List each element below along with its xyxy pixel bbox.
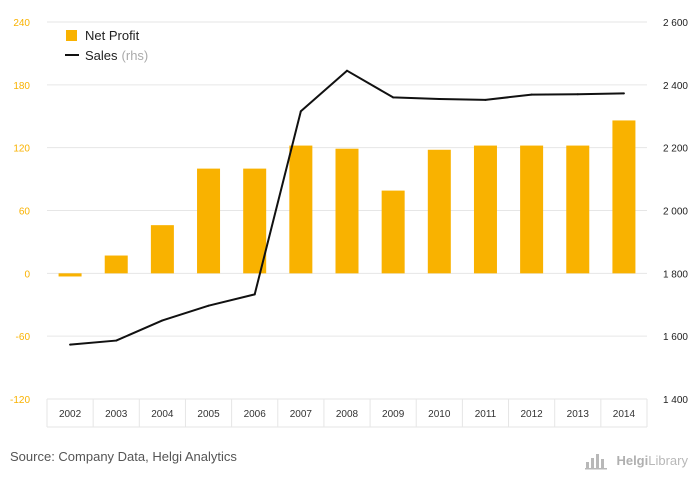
right-axis-tick-label: 2 400: [663, 81, 688, 92]
sales-point-2004: [161, 319, 164, 322]
bar-net-profit-2005: [197, 168, 221, 274]
right-axis-ticks: 1 400 1 600 1 800 2 000 2 200 2 400 2 600: [663, 18, 688, 406]
x-axis-tick-label: 2014: [613, 409, 636, 420]
left-axis-tick-label: -60: [16, 332, 31, 343]
sales-point-2010: [438, 97, 441, 100]
x-axis-tick-label: 2013: [567, 409, 590, 420]
legend-label-sales-name: Sales: [85, 48, 118, 63]
left-axis-ticks: -120 -60 0 60 120 180 240: [10, 18, 30, 406]
bar-net-profit-2011: [473, 145, 497, 274]
right-axis-tick-label: 2 200: [663, 144, 688, 155]
x-axis-tick-label: 2010: [428, 409, 451, 420]
sales-line-group: [69, 69, 625, 346]
bar-net-profit-2008: [335, 148, 359, 274]
right-axis-tick-label: 1 400: [663, 395, 688, 406]
right-axis-tick-label: 2 000: [663, 207, 688, 218]
legend-label-net-profit: Net Profit: [85, 28, 140, 43]
helgi-library-logo: HelgiLibrary: [584, 449, 688, 471]
sales-point-2006: [253, 293, 256, 296]
sales-point-2005: [207, 304, 210, 307]
sales-point-2002: [69, 343, 72, 346]
sales-point-2003: [115, 339, 118, 342]
legend-label-sales: Sales (rhs): [85, 48, 148, 63]
sales-point-2007: [299, 110, 302, 113]
helgi-library-logo-icon: [585, 454, 608, 470]
x-axis-cells: [46, 399, 648, 428]
right-axis-tick-label: 1 800: [663, 269, 688, 280]
left-axis-tick-label: 240: [13, 18, 30, 29]
right-axis-tick-label: 2 600: [663, 18, 688, 29]
bar-net-profit-2004: [150, 225, 174, 274]
bar-net-profit-2010: [427, 149, 451, 274]
sales-point-2009: [392, 96, 395, 99]
left-axis-tick-label: 180: [13, 81, 30, 92]
bar-net-profit-2003: [104, 255, 128, 274]
bar-net-profit-2013: [566, 145, 590, 274]
x-axis-tick-label: 2012: [520, 409, 543, 420]
x-axis-tick-label: 2004: [151, 409, 174, 420]
bar-net-profit-2007: [289, 145, 313, 274]
left-axis-tick-label: -120: [10, 395, 30, 406]
bar-net-profit-2002: [58, 273, 82, 277]
x-axis-ticks: 2002 2003 2004 2005 2006 2007 2008 2009 2010 2011…: [59, 409, 636, 420]
x-axis-tick-label: 2005: [197, 409, 220, 420]
bar-net-profit-2006: [243, 168, 267, 274]
brand-bold-text: Helgi: [616, 452, 649, 468]
x-axis-tick-label: 2003: [105, 409, 128, 420]
source-note: Source: Company Data, Helgi Analytics: [10, 449, 237, 464]
bar-net-profit-2009: [381, 190, 405, 274]
net-profit-bars: [58, 120, 636, 277]
x-axis-tick-label: 2009: [382, 409, 405, 420]
legend-label-sales-suffix: (rhs): [122, 48, 149, 63]
x-axis-tick-label: 2008: [336, 409, 359, 420]
x-axis-tick-label: 2007: [290, 409, 313, 420]
sales-point-2012: [530, 93, 533, 96]
bar-net-profit-2012: [520, 145, 544, 274]
brand-thin-text: Library: [648, 452, 688, 468]
legend-swatch-net-profit: [66, 30, 77, 41]
grid-lines: [47, 21, 647, 400]
sales-point-2014: [622, 92, 625, 95]
sales-point-2013: [576, 93, 579, 96]
left-axis-tick-label: 60: [19, 207, 31, 218]
left-axis-tick-label: 0: [24, 269, 30, 280]
x-axis-tick-label: 2006: [244, 409, 267, 420]
left-axis-tick-label: 120: [13, 144, 30, 155]
x-axis-tick-label: 2011: [475, 409, 497, 420]
sales-point-2008: [346, 69, 348, 72]
chart-legend: Net Profit Sales (rhs): [65, 28, 148, 63]
right-axis-tick-label: 1 600: [663, 332, 688, 343]
sales-point-2011: [484, 98, 487, 101]
x-axis-tick-label: 2002: [59, 409, 82, 420]
bar-net-profit-2014: [612, 120, 636, 274]
